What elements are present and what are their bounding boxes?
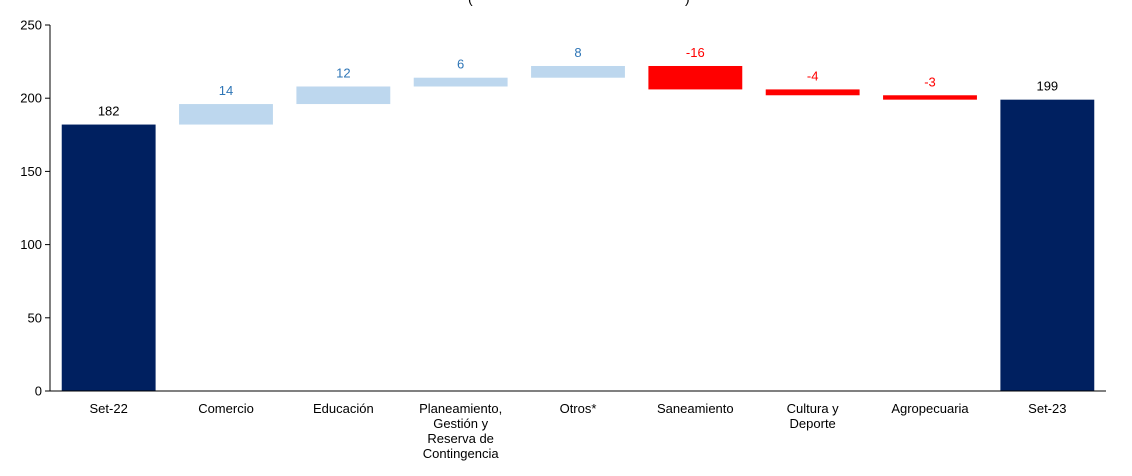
y-tick-label: 200 [20,91,42,106]
data-label: 199 [1036,79,1058,94]
decrease-bar [648,65,743,90]
x-category-label: Gestión y [433,416,488,431]
y-tick-label: 250 [20,18,42,33]
chart-title: ( ) [468,0,690,6]
increase-bar [179,104,273,125]
decrease-bar [765,89,860,96]
y-tick-label: 50 [28,310,42,325]
total-bar [61,124,156,391]
y-axis: 0 50 100 150 200 250 [20,18,51,399]
x-category-label: Set-23 [1028,401,1066,416]
chart-title-close: ) [685,0,690,6]
x-category-label: Deporte [790,416,836,431]
increase-bar [413,77,508,87]
x-category-label: Planeamiento, [419,401,502,416]
data-label: 8 [574,45,581,60]
bars [61,65,1095,391]
x-category-label: Set-22 [90,401,128,416]
increase-bar [531,65,625,78]
increase-bar [296,86,391,105]
total-bar [1000,99,1095,391]
data-label: 182 [98,104,120,119]
y-tick-label: 150 [20,164,42,179]
x-category-label: Agropecuaria [891,401,969,416]
y-tick-label: 0 [35,384,42,399]
data-labels: 182 14 12 6 8 -16 -4 -3 199 [98,45,1058,119]
x-category-label: Contingencia [423,446,500,461]
x-category-label: Cultura y [787,401,840,416]
x-category-label: Saneamiento [657,401,734,416]
data-label: 14 [219,83,233,98]
x-category-label: Reserva de [427,431,493,446]
chart-title-open: ( [468,0,473,6]
data-label: -4 [807,68,819,83]
x-category-label: Otros* [560,401,597,416]
data-label: -16 [686,45,705,60]
decrease-bar [883,95,977,100]
data-label: -3 [924,74,936,89]
y-tick-label: 100 [20,237,42,252]
data-label: 6 [457,57,464,72]
data-label: 12 [336,65,350,80]
x-axis: Set-22 Comercio Educación Planeamiento,Gest… [50,390,1106,461]
x-category-label: Educación [313,401,374,416]
x-category-label: Comercio [198,401,254,416]
